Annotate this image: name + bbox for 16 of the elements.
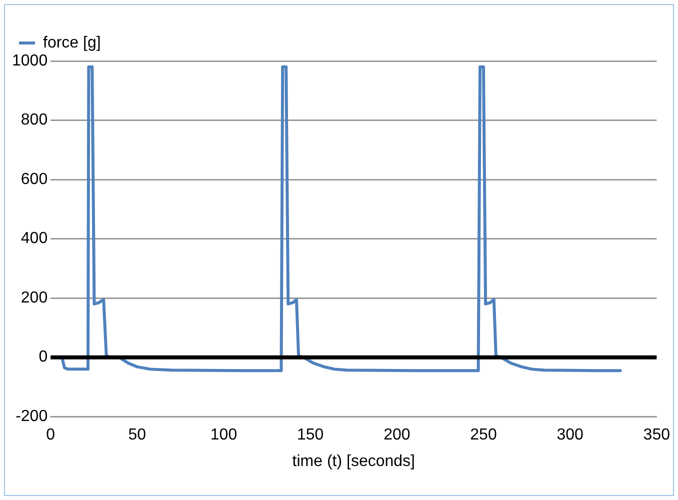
x-tick-label: 300 [556,426,584,444]
x-tick-label: 250 [470,426,497,444]
x-tick-label: 350 [643,426,670,444]
y-tick-label: 1000 [12,52,48,70]
legend-label: force [g] [43,34,101,52]
y-tick-label: 0 [38,348,48,366]
y-tick-label: 200 [20,289,48,306]
y-tick-label: 400 [20,230,48,248]
y-tick-label: 800 [20,112,48,129]
x-tick-label: 150 [296,426,324,444]
x-tick-label: 50 [128,426,146,444]
y-tick-label: 600 [20,170,48,188]
x-tick-label: 100 [210,426,238,444]
x-axis-title: time (t) [seconds] [292,452,415,470]
y-tick-label: -200 [16,408,48,426]
x-tick-label: 200 [384,426,410,444]
